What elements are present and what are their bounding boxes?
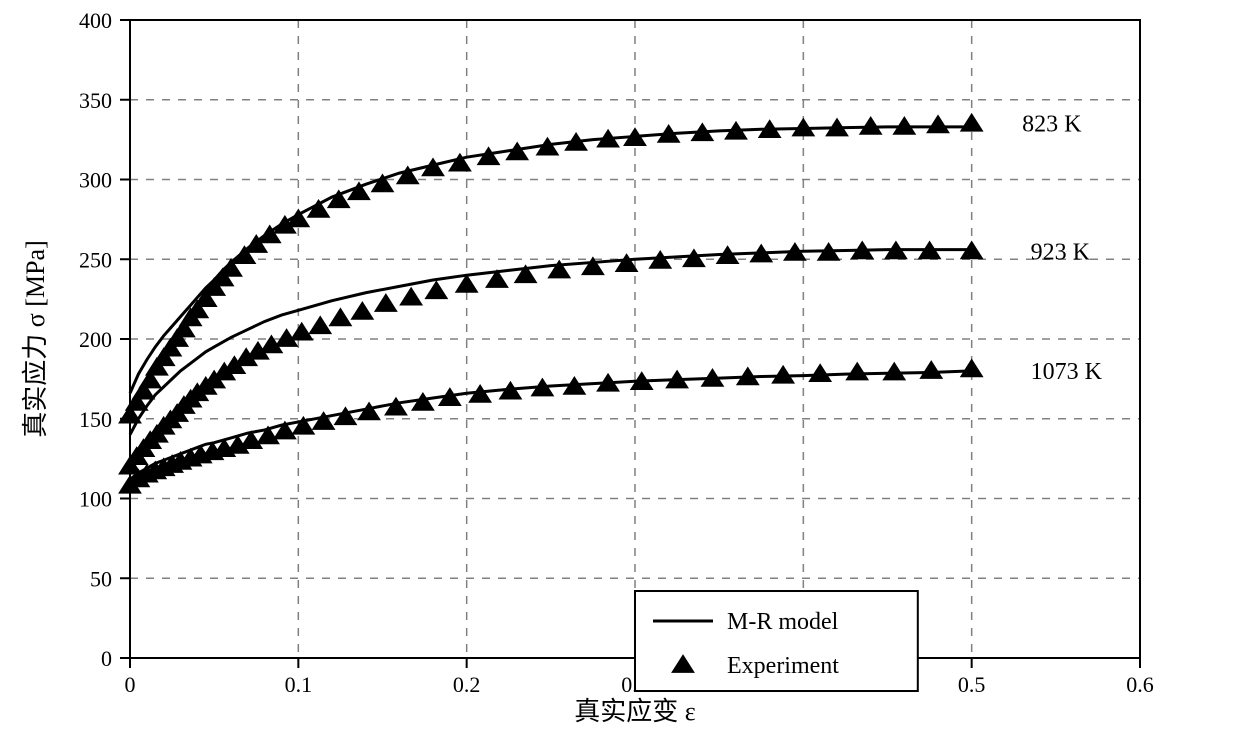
- y-tick-label: 250: [79, 247, 112, 272]
- y-tick-label: 300: [79, 168, 112, 193]
- chart-svg: 00.10.20.30.40.50.6050100150200250300350…: [0, 0, 1240, 748]
- y-tick-label: 0: [101, 646, 112, 671]
- x-axis-label: 真实应变 ε: [574, 697, 696, 726]
- x-tick-label: 0.5: [958, 672, 986, 697]
- y-tick-label: 50: [90, 566, 112, 591]
- legend-label: M-R model: [727, 609, 839, 635]
- y-tick-label: 350: [79, 88, 112, 113]
- y-tick-label: 100: [79, 487, 112, 512]
- y-axis-label: 真实应力 σ [MPa]: [21, 240, 50, 437]
- y-tick-label: 200: [79, 327, 112, 352]
- x-tick-label: 0.2: [453, 672, 481, 697]
- y-tick-label: 400: [79, 8, 112, 33]
- x-tick-label: 0: [125, 672, 136, 697]
- stress-strain-chart: 00.10.20.30.40.50.6050100150200250300350…: [0, 0, 1240, 748]
- x-tick-label: 0.6: [1126, 672, 1154, 697]
- y-tick-label: 150: [79, 407, 112, 432]
- legend-label: Experiment: [727, 653, 839, 679]
- series-label: 1073 K: [1031, 359, 1103, 385]
- series-label: 923 K: [1031, 239, 1091, 265]
- series-label: 823 K: [1022, 112, 1082, 138]
- x-tick-label: 0.1: [285, 672, 313, 697]
